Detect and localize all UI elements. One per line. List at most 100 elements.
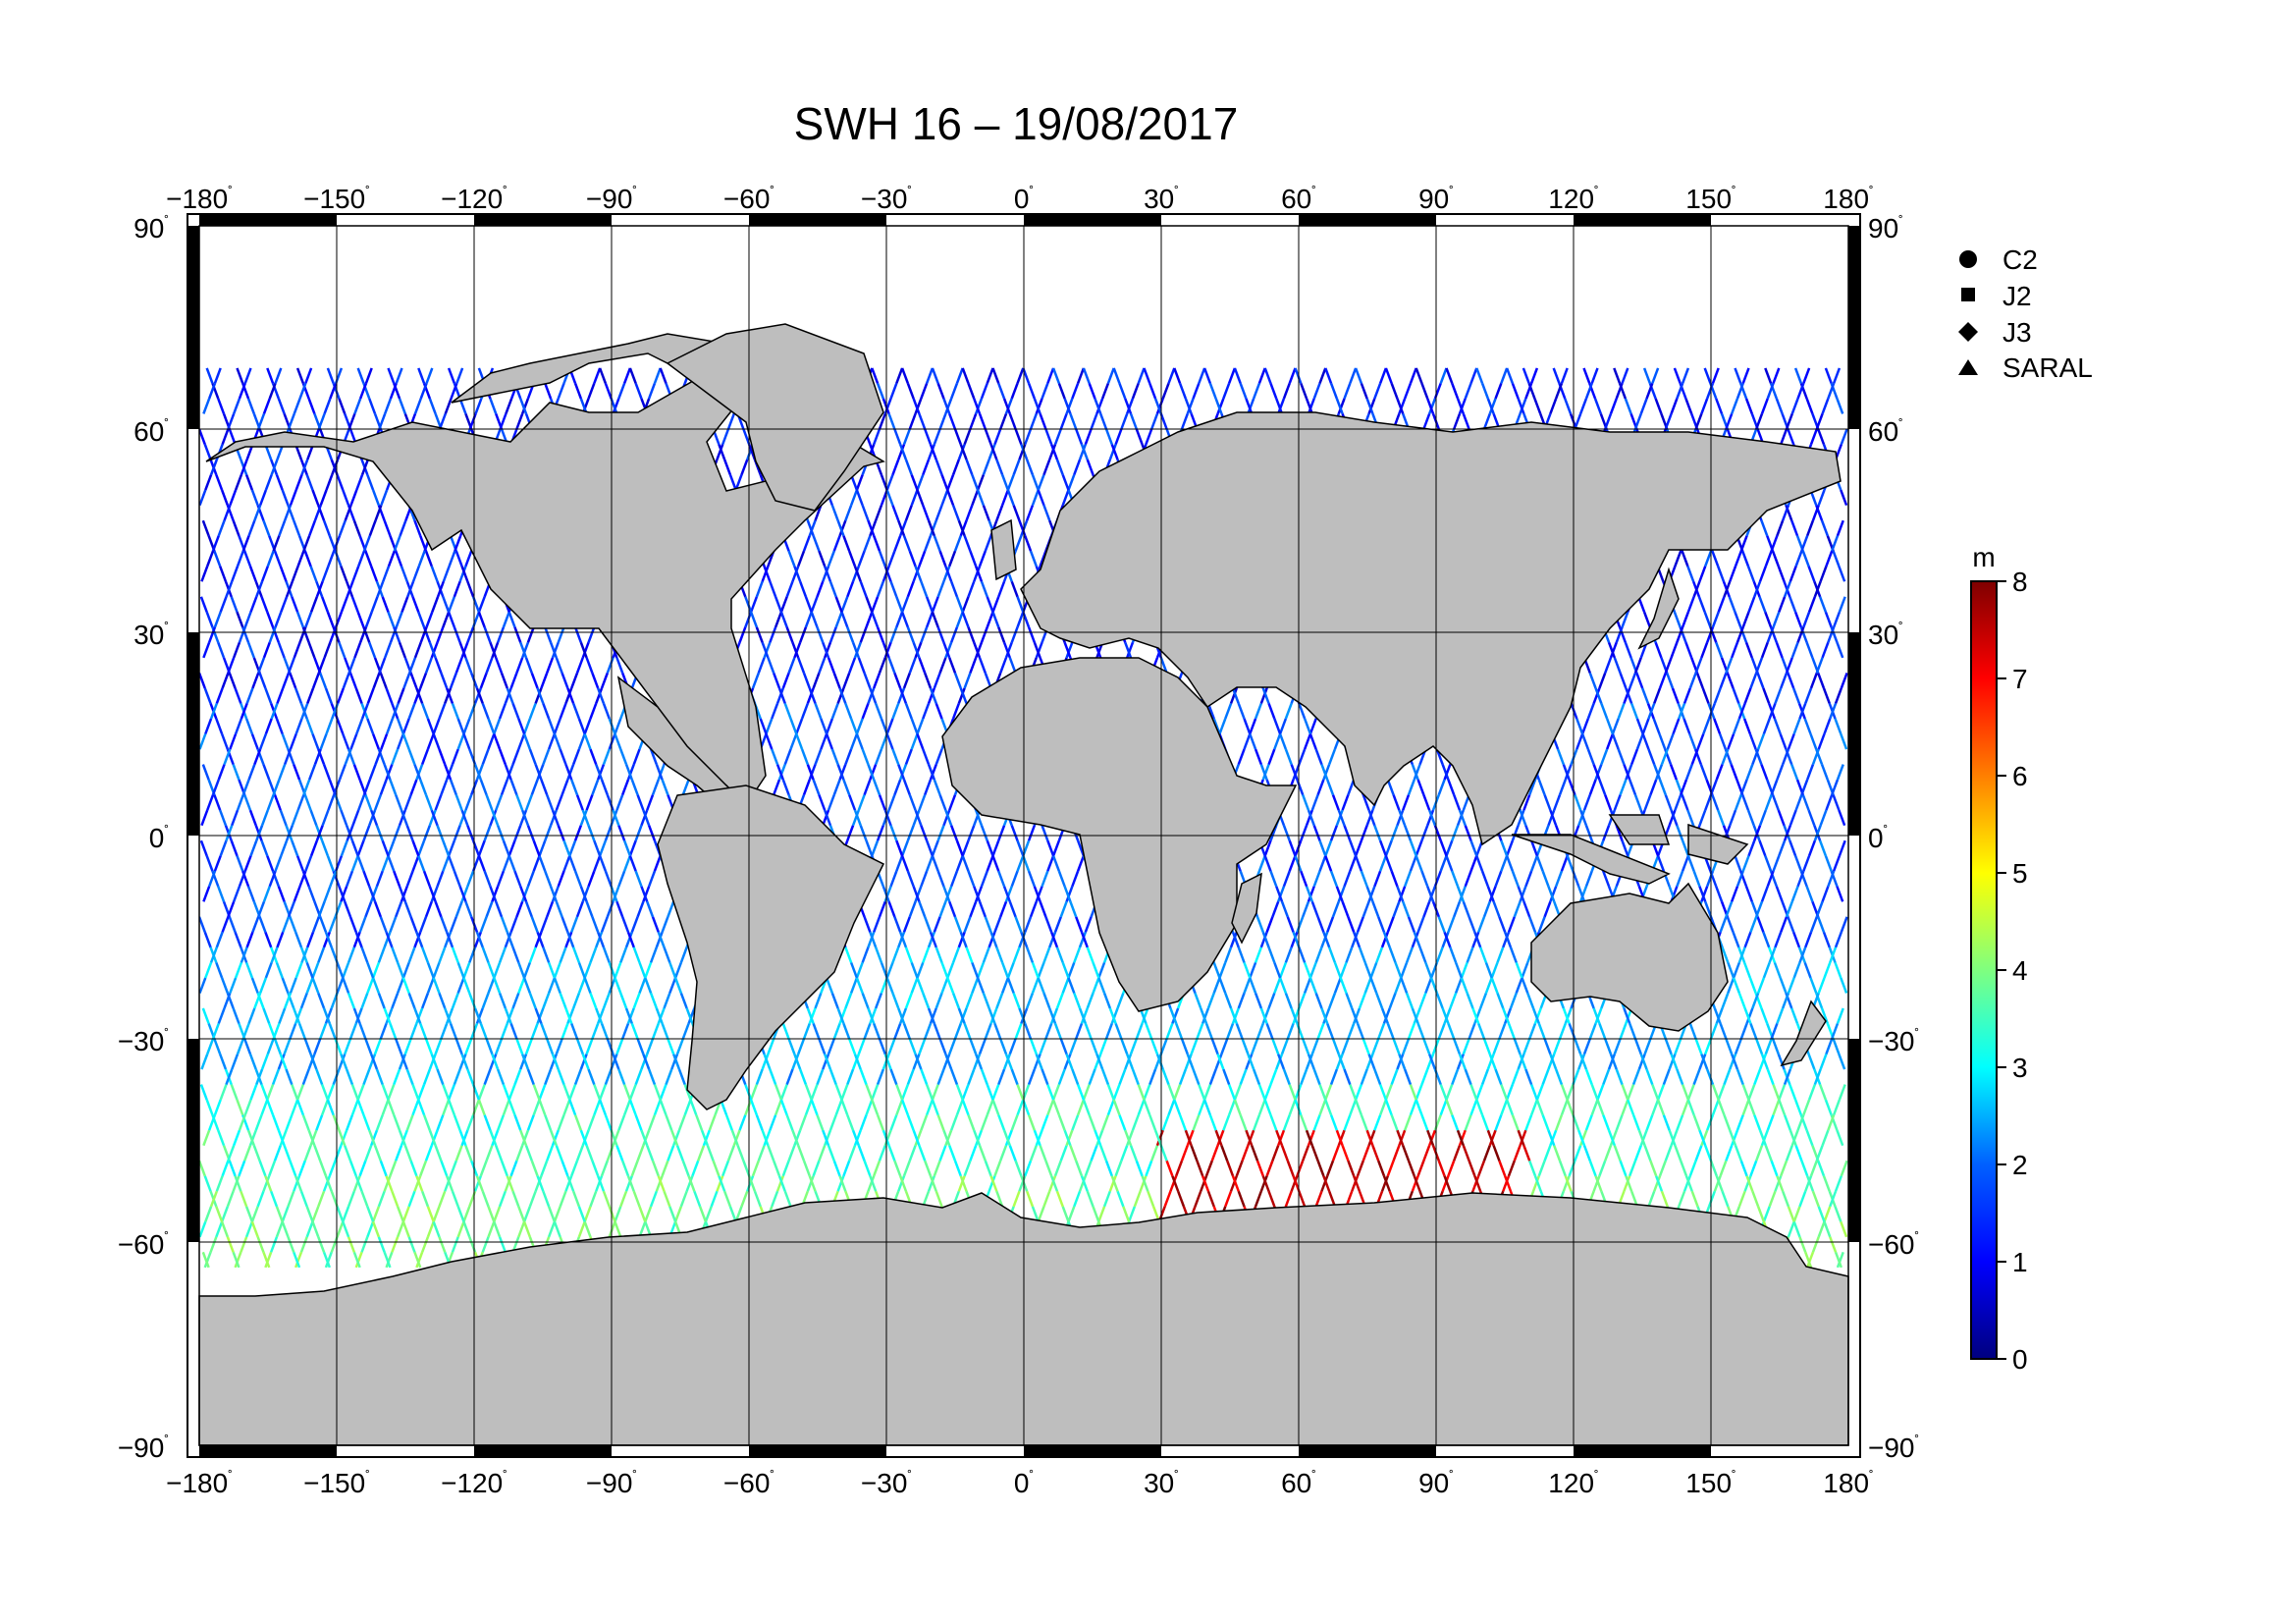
swh-track-segment [307,1129,316,1147]
swh-track-segment [902,428,911,445]
swh-track-segment [672,1054,681,1070]
swh-track-segment [1292,764,1301,781]
swh-track-segment [1694,413,1703,430]
swh-track-segment [681,1023,690,1040]
swh-track-segment [615,657,624,674]
swh-track-segment [1354,1099,1363,1116]
swh-track-segment [413,1007,422,1024]
swh-track-segment [232,764,240,781]
swh-track-segment [1027,382,1037,400]
swh-track-segment [538,1099,547,1116]
swh-track-segment [1257,1084,1266,1101]
swh-track-segment [1326,1023,1335,1040]
swh-track-segment [326,1099,335,1116]
swh-track-segment [787,1038,796,1055]
swh-track-segment [324,687,333,704]
swh-track-segment [1071,382,1080,400]
swh-track-segment [931,855,939,872]
swh-track-segment [865,596,874,613]
swh-track-segment [640,1129,649,1147]
swh-track-segment [489,1054,498,1070]
swh-track-segment [957,519,966,537]
swh-track-segment [753,1190,762,1208]
swh-track-segment [912,641,921,659]
swh-track-segment [670,1129,679,1147]
swh-track-segment [1027,626,1037,643]
swh-track-segment [1075,1023,1084,1040]
swh-track-segment [1300,1114,1308,1131]
swh-track-segment [1511,1068,1520,1086]
swh-track-segment [593,1099,602,1116]
swh-track-segment [466,870,475,888]
swh-track-segment [1251,1038,1259,1055]
swh-track-segment [1832,1038,1841,1055]
swh-track-segment [1051,855,1061,872]
swh-track-segment [647,382,657,400]
swh-track-segment [675,1038,684,1055]
swh-track-segment [1801,794,1810,811]
swh-track-segment [949,626,959,643]
swh-track-segment [617,1114,626,1131]
swh-track-segment [608,1220,616,1238]
swh-track-segment [1088,1068,1096,1086]
swh-track-segment [608,1206,616,1222]
swh-track-segment [522,718,532,734]
swh-track-segment [873,535,881,552]
swh-track-segment [1329,1068,1339,1086]
swh-track-segment [203,687,212,704]
swh-track-segment [755,1068,764,1086]
swh-track-segment [336,977,345,994]
swh-track-segment [309,1054,318,1070]
swh-track-segment [1475,1084,1484,1101]
swh-track-segment [842,535,851,552]
swh-track-segment [1216,398,1225,414]
swh-track-segment [1039,1038,1047,1055]
swh-track-segment [1318,367,1327,384]
swh-track-segment [1252,382,1261,400]
swh-track-segment [900,839,910,857]
swh-track-segment [350,839,359,857]
swh-track-segment [1755,413,1764,430]
swh-track-segment [199,672,206,689]
swh-track-segment [1029,550,1038,568]
swh-track-segment [1500,1099,1509,1116]
swh-track-segment [916,718,925,734]
swh-track-segment [442,596,451,613]
swh-track-segment [295,855,305,872]
swh-track-segment [991,839,1000,857]
swh-track-segment [1039,900,1047,918]
swh-track-segment [446,931,454,948]
swh-track-segment [234,931,242,948]
swh-track-segment [895,367,904,384]
swh-track-segment [356,611,365,628]
swh-track-segment [997,1114,1006,1131]
swh-track-segment [1307,1129,1315,1147]
swh-track-segment [1275,1054,1284,1070]
swh-track-segment [828,1114,837,1131]
swh-track-segment [366,961,375,979]
swh-track-segment [916,474,925,491]
swh-track-segment [389,1023,398,1040]
swh-track-segment [324,1175,333,1192]
swh-track-segment [1464,870,1472,888]
swh-track-segment [356,839,365,857]
swh-track-segment [793,1054,802,1070]
swh-track-segment [1252,1068,1261,1086]
swh-track-segment [1490,961,1499,979]
swh-track-segment [1424,977,1433,994]
swh-track-segment [895,596,904,613]
swh-track-segment [916,961,925,979]
swh-track-segment [624,1007,633,1024]
swh-track-segment [900,596,910,613]
swh-track-segment [644,961,653,979]
swh-track-segment [1254,703,1263,720]
swh-track-segment [976,977,986,994]
swh-track-segment [957,687,966,704]
swh-track-segment [1343,1114,1352,1131]
swh-track-segment [942,1129,951,1147]
swh-track-segment [338,641,347,659]
swh-track-segment [475,1175,484,1192]
swh-track-segment [1078,1007,1087,1024]
swh-track-segment [1822,1175,1831,1192]
swh-track-segment [1552,367,1561,384]
